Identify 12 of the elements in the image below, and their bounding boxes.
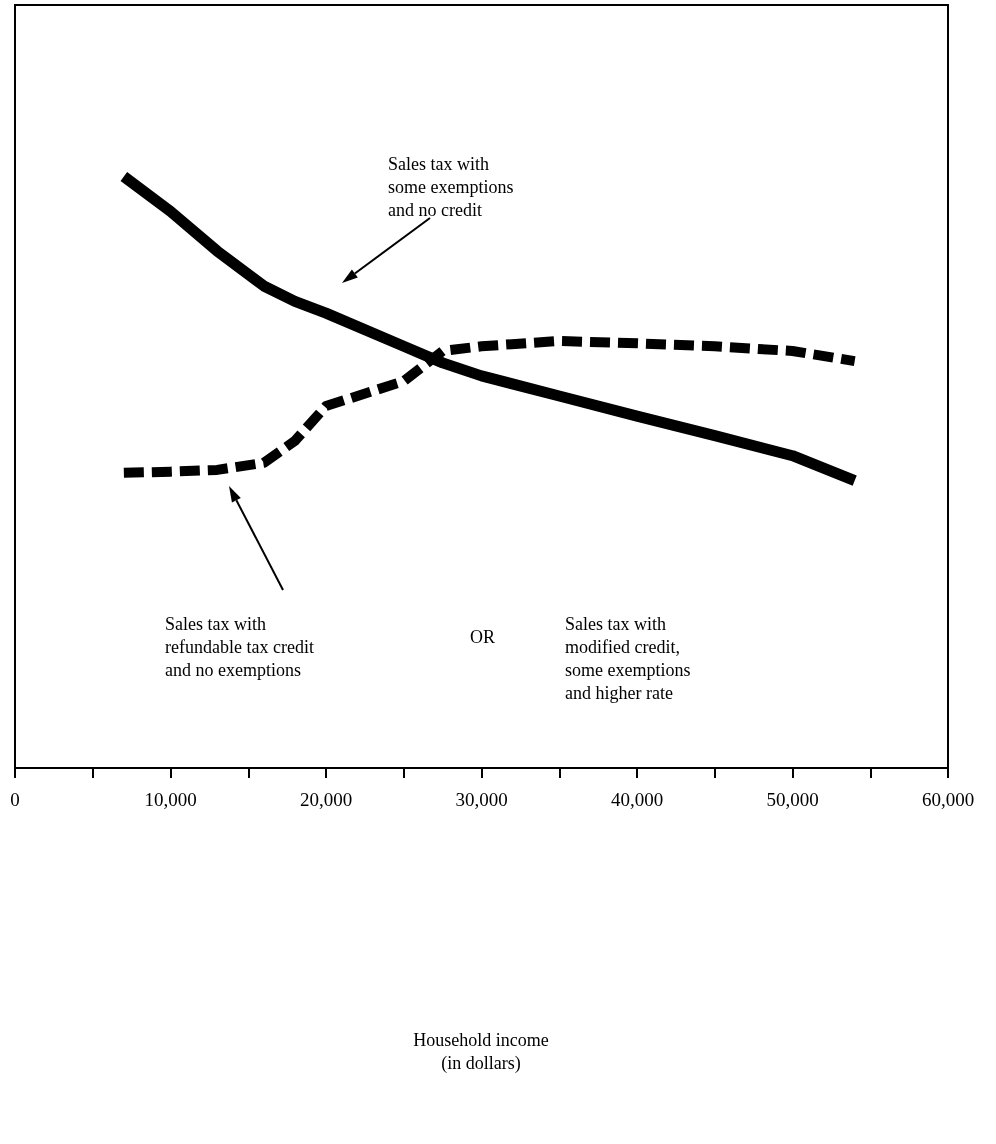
x-tick-label: 0 — [10, 789, 20, 810]
annotation: Sales tax with modified credit, some exemptions and higher rate — [565, 613, 691, 703]
x-tick-label: 60,000 — [921, 789, 975, 810]
annotation: Sales tax with some exemptions and no credit — [388, 153, 514, 220]
text: 10,000 — [144, 789, 197, 810]
annotation: OR — [470, 626, 496, 647]
x-tick-label: 50,000 — [766, 789, 819, 810]
x-tick-label: 30,000 — [455, 789, 508, 810]
annotation: Sales tax with refundable tax credit and no exemptions — [165, 613, 314, 680]
text: Household income (in dollars) — [413, 1029, 549, 1074]
x-tick-label: 20,000 — [299, 789, 353, 810]
x-tick-label: 40,000 — [610, 789, 664, 810]
